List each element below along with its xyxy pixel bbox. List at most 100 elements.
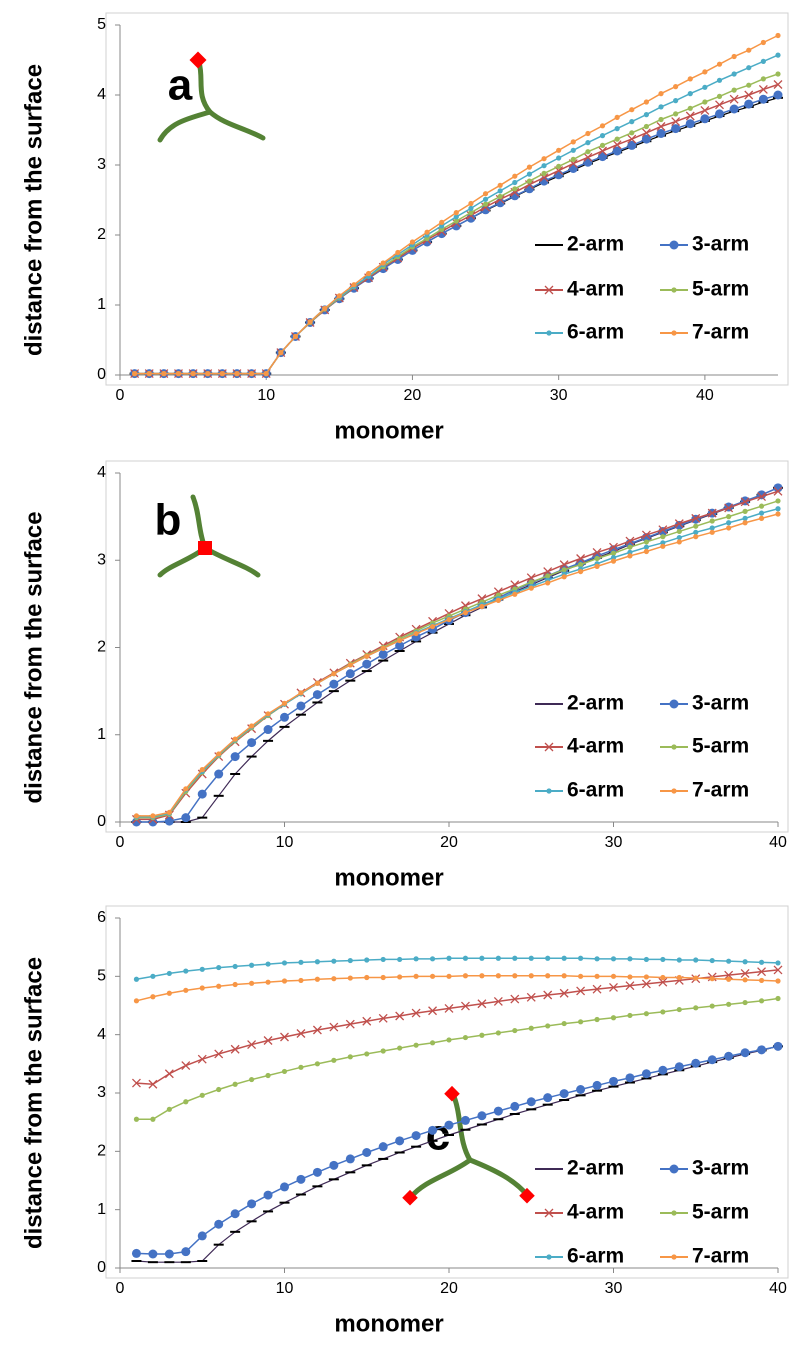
point (687, 105, 693, 111)
point (627, 544, 633, 550)
point (702, 69, 708, 75)
legend-marker (544, 285, 554, 295)
point (166, 809, 172, 816)
point (526, 178, 533, 184)
point (643, 112, 650, 118)
point (150, 1116, 156, 1122)
point (265, 711, 271, 717)
x-tick-label: 30 (605, 1280, 623, 1297)
point (724, 503, 734, 513)
point (526, 1097, 536, 1107)
point (216, 751, 222, 757)
point (413, 973, 419, 979)
point (495, 194, 505, 204)
point (716, 93, 723, 99)
point (775, 511, 781, 517)
point (700, 105, 710, 115)
point (576, 554, 586, 563)
point (594, 1016, 600, 1023)
point (543, 1093, 553, 1103)
point (775, 995, 781, 1002)
point (278, 350, 284, 356)
point (576, 1085, 586, 1094)
point (150, 973, 156, 979)
point (345, 1019, 355, 1029)
point (612, 140, 622, 150)
y-tick-label: 3 (97, 551, 106, 568)
point (758, 84, 768, 94)
point (439, 219, 445, 225)
point (378, 649, 388, 659)
legend-marker (546, 788, 552, 794)
point (364, 974, 370, 981)
y-tick-label: 2 (97, 226, 106, 243)
legend-label: 2-arm (567, 233, 624, 256)
point (775, 960, 781, 966)
legend-marker (671, 1210, 677, 1216)
point (758, 998, 765, 1004)
point (685, 119, 695, 129)
point (183, 987, 189, 993)
point (166, 990, 172, 996)
point (702, 84, 708, 90)
point (199, 1092, 205, 1098)
x-tick-label: 10 (257, 387, 275, 404)
point (133, 998, 140, 1004)
point (446, 973, 452, 979)
plot-frame (105, 460, 789, 833)
point (146, 371, 152, 377)
point (512, 1027, 518, 1034)
point (453, 214, 459, 220)
legend-marker (669, 240, 679, 250)
point (462, 610, 469, 616)
point (541, 170, 547, 176)
point (468, 205, 474, 211)
point (312, 690, 322, 700)
legend-label: 3-arm (692, 1157, 749, 1180)
point (726, 525, 732, 531)
point (205, 371, 211, 377)
point (314, 680, 320, 686)
point (543, 990, 553, 1000)
point (331, 958, 337, 964)
point (199, 767, 205, 773)
point (709, 525, 715, 531)
point (395, 1011, 405, 1021)
legend-marker (544, 742, 554, 752)
point (347, 957, 353, 964)
point (746, 82, 752, 88)
point (578, 973, 584, 979)
point (556, 163, 562, 169)
point (479, 1032, 485, 1038)
legend-label: 6-arm (567, 1245, 624, 1268)
point (482, 201, 489, 207)
point (578, 568, 584, 575)
point (429, 623, 436, 630)
point (709, 529, 715, 535)
point (497, 193, 503, 200)
point (594, 956, 600, 962)
point (609, 542, 618, 552)
point (446, 1037, 452, 1043)
y-tick-label: 0 (97, 813, 106, 830)
y-tick-label: 0 (97, 1259, 106, 1276)
point (183, 786, 189, 792)
point (150, 994, 156, 1000)
point (707, 1055, 717, 1065)
point (249, 723, 255, 729)
point (482, 196, 489, 202)
point (247, 738, 257, 748)
point (561, 955, 567, 961)
point (775, 71, 781, 77)
point (687, 76, 693, 82)
point (216, 983, 222, 989)
point (265, 961, 271, 967)
point (726, 514, 732, 520)
point (466, 210, 476, 220)
point (746, 65, 752, 71)
point (331, 1057, 337, 1063)
y-tick-label: 5 (97, 16, 106, 33)
y-tick-label: 1 (97, 296, 106, 313)
panel-label: b (155, 496, 182, 545)
point (512, 955, 518, 961)
